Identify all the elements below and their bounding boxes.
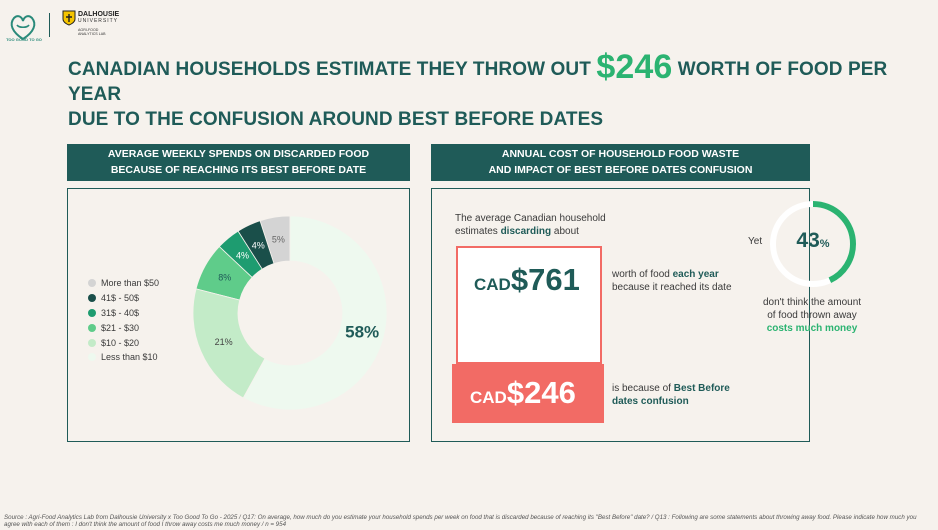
right-panel-title-2: AND IMPACT OF BEST BEFORE DATES CONFUSIO…: [488, 164, 753, 176]
annual-waste-value: $761: [510, 262, 580, 297]
annual-desc-line-1: worth of food each year: [612, 268, 732, 281]
dalhousie-university: UNIVERSITY: [78, 18, 119, 24]
ring-desc-line-1: don't think the amount: [762, 297, 862, 308]
legend-swatch: [88, 279, 96, 288]
donut-slice-label: 8%: [218, 272, 231, 282]
ring-desc-line-2: of food thrown away: [767, 310, 857, 321]
dalhousie-crest-icon: [62, 10, 76, 26]
intro-line-2: estimates discarding about: [455, 225, 606, 238]
confusion-waste-value: $246: [506, 375, 576, 410]
donut-slice-label: 4%: [252, 241, 265, 251]
ring-percent-sign: %: [819, 238, 830, 250]
confusion-waste-desc: is because of Best Before dates confusio…: [612, 382, 730, 408]
legend-item: Less than $10: [88, 350, 159, 365]
legend-swatch: [88, 338, 96, 347]
legend-item: 41$ - 50$: [88, 291, 159, 306]
left-panel-header: AVERAGE WEEKLY SPENDS ON DISCARDED FOOD …: [67, 144, 410, 181]
confusion-waste-amount: CAD$246: [470, 375, 576, 411]
donut-slice-label: 58%: [345, 322, 379, 341]
legend-label: 41$ - 50$: [101, 293, 140, 304]
donut-slice-label: 4%: [236, 251, 249, 261]
ring-number: 43: [796, 229, 820, 252]
donut-slice-label: 21%: [215, 337, 233, 347]
right-panel-title-1: ANNUAL COST OF HOUSEHOLD FOOD WASTE: [501, 148, 740, 160]
page-title: CANADIAN HOUSEHOLDS ESTIMATE THEY THROW …: [68, 50, 928, 132]
title-amount: $246: [596, 48, 673, 86]
annual-waste-desc: worth of food each year because it reach…: [612, 268, 732, 294]
logo-divider: [49, 13, 50, 37]
legend-label: $21 - $30: [101, 322, 140, 333]
tgtg-logo-text: TOO GOOD TO GO: [6, 37, 42, 42]
annual-waste-amount: CAD$761: [474, 262, 580, 298]
confusion-desc-line-1: is because of Best Before: [612, 382, 730, 395]
ring-desc-line-3: costs much money: [766, 323, 858, 334]
title-line-2: DUE TO THE CONFUSION AROUND BEST BEFORE …: [68, 109, 604, 130]
legend-label: More than $50: [101, 278, 160, 289]
legend-label: Less than $10: [101, 352, 158, 363]
legend-item: More than $50: [88, 276, 159, 291]
legend-item: $21 - $30: [88, 320, 159, 335]
legend-item: 31$ - 40$: [88, 306, 159, 321]
annual-desc-bold: each year: [672, 269, 719, 280]
source-note: Source : Agri-Food Analytics Lab from Da…: [4, 514, 917, 529]
intro-bold: discarding: [500, 226, 552, 237]
too-good-to-go-logo-icon: [10, 15, 36, 41]
title-part-2: WORTH OF FOOD PER YEAR: [68, 59, 888, 105]
agri-food-lab-label: AGRI-FOOD ANALYTICS LAB: [78, 28, 106, 36]
dalhousie-name: DALHOUSIE: [78, 11, 120, 18]
left-panel-title-2: BECAUSE OF REACHING ITS BEST BEFORE DATE: [110, 164, 367, 176]
annual-waste-box: [456, 246, 602, 364]
yet-label: Yet: [748, 236, 763, 247]
right-panel-box: [431, 188, 810, 442]
intro-pre: estimates: [455, 226, 501, 237]
confusion-desc-pre: is because of: [612, 383, 674, 394]
confusion-waste-box: [452, 364, 604, 423]
intro-text: The average Canadian household estimates…: [455, 212, 606, 238]
left-panel-title-1: AVERAGE WEEKLY SPENDS ON DISCARDED FOOD: [107, 148, 370, 160]
annual-waste-currency: CAD: [474, 275, 511, 294]
confusion-desc-bold: Best Before: [673, 383, 730, 394]
donut-slice-label: 5%: [272, 235, 285, 245]
annual-desc-line-2: because it reached its date: [612, 282, 732, 293]
confusion-waste-currency: CAD: [470, 388, 507, 407]
confusion-desc-line-2: dates confusion: [612, 395, 730, 408]
confusion-desc-bold-2: dates confusion: [612, 396, 689, 407]
donut-slice: [242, 215, 388, 411]
intro-post: about: [551, 226, 579, 237]
donut-chart: 5% 4%4% 8% 21% 58%: [192, 215, 388, 411]
chart-legend: More than $50 41$ - 50$ 31$ - 40$ $21 - …: [88, 276, 159, 365]
legend-swatch: [88, 353, 96, 362]
legend-item: $10 - $20: [88, 335, 159, 350]
left-panel-box: [67, 188, 410, 442]
title-part-1: CANADIAN HOUSEHOLDS ESTIMATE THEY THROW …: [68, 59, 597, 80]
intro-line-1: The average Canadian household: [455, 213, 606, 224]
right-panel-header: ANNUAL COST OF HOUSEHOLD FOOD WASTE AND …: [431, 144, 810, 181]
legend-label: 31$ - 40$: [101, 307, 140, 318]
ring-desc: don't think the amount of food thrown aw…: [752, 296, 872, 335]
ring-value: 43%: [768, 229, 858, 253]
annual-desc-pre: worth of food: [612, 269, 673, 280]
legend-swatch: [88, 323, 96, 332]
ring-gauge: [770, 201, 856, 287]
ring-progress: [770, 201, 856, 287]
legend-swatch: [88, 294, 96, 303]
legend-swatch: [88, 308, 96, 317]
legend-label: $10 - $20: [101, 337, 140, 348]
